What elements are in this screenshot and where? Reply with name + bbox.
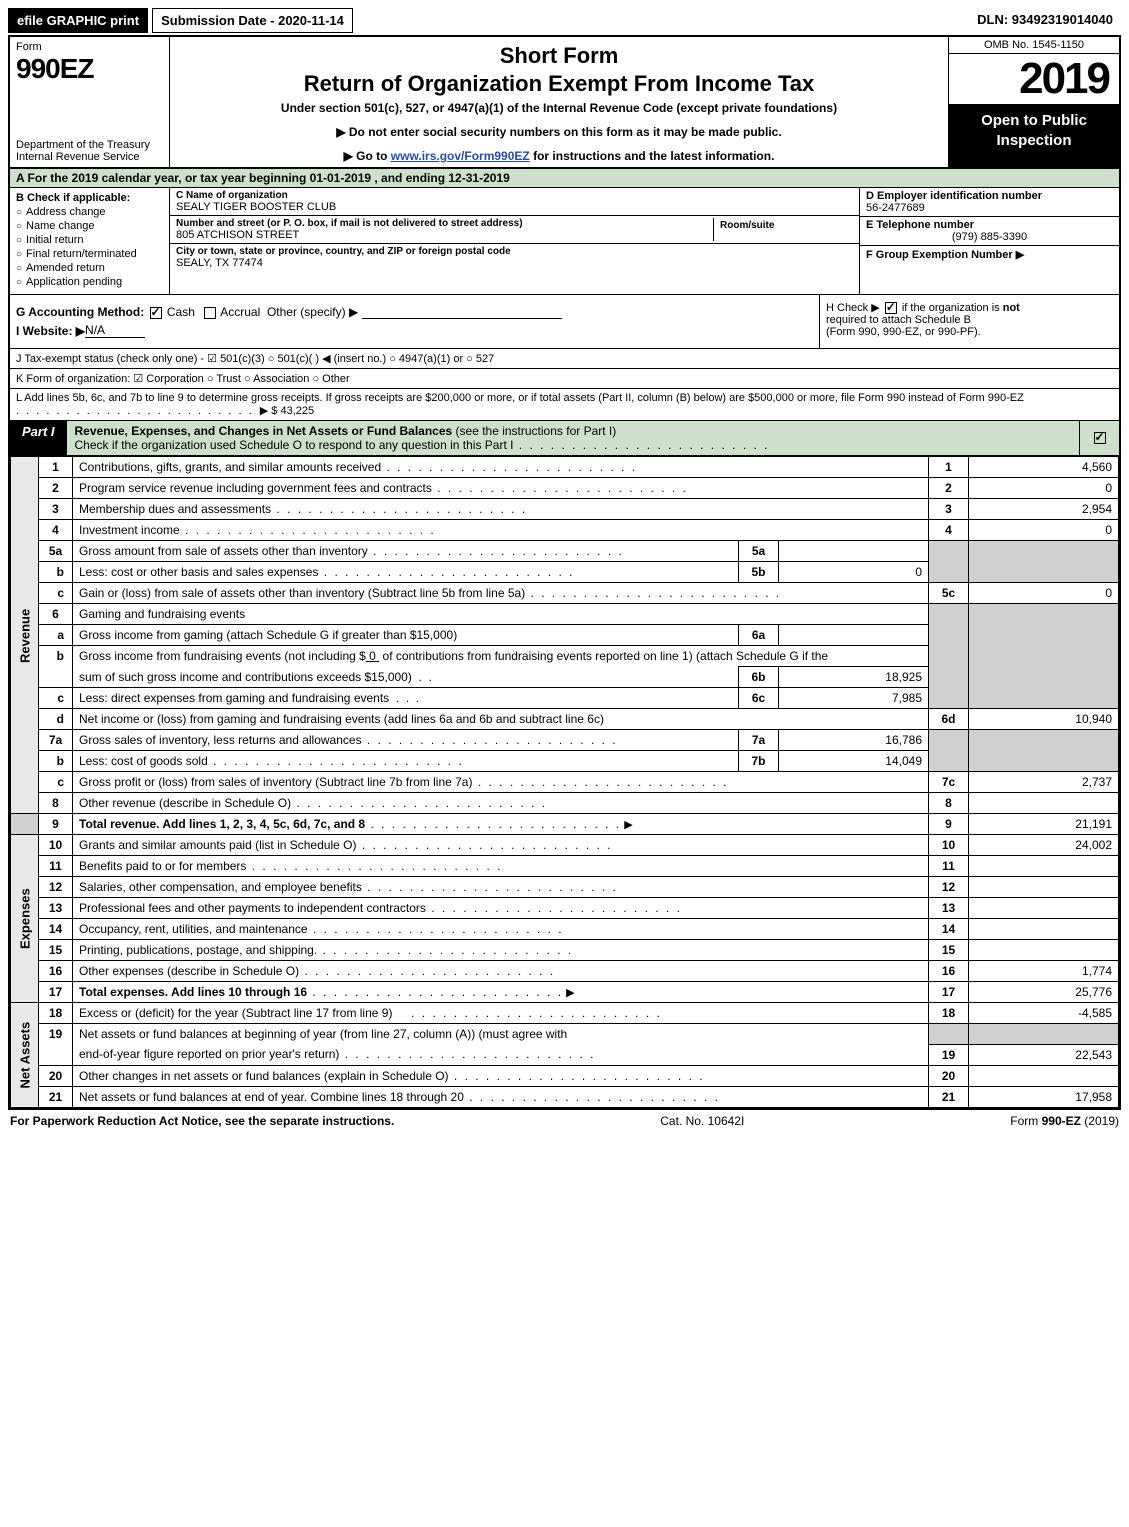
line-5b-value: 0: [779, 562, 929, 583]
org-info-block: B Check if applicable: Address change Na…: [10, 188, 1119, 295]
line-6d-value: 10,940: [969, 709, 1119, 730]
line-2-value: 0: [969, 478, 1119, 499]
form-number: 990EZ: [16, 53, 163, 85]
open-to-public: Open to Public Inspection: [949, 105, 1119, 167]
title-short-form: Short Form: [180, 43, 938, 69]
addr-value: 805 ATCHISON STREET: [176, 229, 713, 241]
line-17-value: 25,776: [969, 982, 1119, 1003]
chk-accrual[interactable]: [204, 307, 216, 319]
chk-amended-return[interactable]: Amended return: [16, 262, 163, 274]
header-subtitle: Under section 501(c), 527, or 4947(a)(1)…: [180, 101, 938, 115]
line-15-value: [969, 940, 1119, 961]
section-k: K Form of organization: ☑ Corporation ○ …: [10, 369, 1119, 389]
chk-schedule-o-used[interactable]: [1094, 432, 1106, 444]
dln-label: DLN: 93492319014040: [969, 8, 1121, 33]
chk-address-change[interactable]: Address change: [16, 206, 163, 218]
chk-schedule-b-not-required[interactable]: [885, 302, 897, 314]
form-word: Form: [16, 41, 163, 53]
part-i-tab: Part I: [10, 421, 67, 455]
chk-cash[interactable]: [150, 307, 162, 319]
line-5a-value: [779, 541, 929, 562]
section-j: J Tax-exempt status (check only one) - ☑…: [10, 349, 1119, 369]
line-1-value: 4,560: [969, 457, 1119, 478]
title-return: Return of Organization Exempt From Incom…: [180, 71, 938, 97]
goto-instructions: ▶ Go to www.irs.gov/Form990EZ for instru…: [180, 149, 938, 163]
net-assets-side-label: Net Assets: [11, 1003, 39, 1108]
line-7c-value: 2,737: [969, 772, 1119, 793]
phone-label: E Telephone number: [866, 219, 1113, 231]
part-i-table: Revenue 1 Contributions, gifts, grants, …: [10, 456, 1119, 1108]
section-h: H Check ▶ if the organization is not req…: [819, 295, 1119, 348]
line-14-value: [969, 919, 1119, 940]
form-frame: Form 990EZ Department of the Treasury In…: [8, 35, 1121, 1110]
form-header: Form 990EZ Department of the Treasury In…: [10, 37, 1119, 169]
sections-g-h-i: G Accounting Method: Cash Accrual Other …: [10, 295, 1119, 349]
header-left: Form 990EZ Department of the Treasury In…: [10, 37, 170, 167]
org-name-label: C Name of organization: [176, 190, 853, 201]
line-8-value: [969, 793, 1119, 814]
line-6a-value: [779, 625, 929, 646]
submission-date-button[interactable]: Submission Date - 2020-11-14: [152, 8, 353, 33]
line-19-value: 22,543: [969, 1044, 1119, 1065]
line-6c-value: 7,985: [779, 688, 929, 709]
tax-year: 2019: [949, 54, 1119, 105]
line-18-value: -4,585: [969, 1003, 1119, 1024]
header-middle: Short Form Return of Organization Exempt…: [170, 37, 949, 167]
line-6b-value: 18,925: [779, 667, 929, 688]
line-11-value: [969, 856, 1119, 877]
paperwork-notice: For Paperwork Reduction Act Notice, see …: [10, 1114, 394, 1128]
line-3-value: 2,954: [969, 499, 1119, 520]
section-c: C Name of organization SEALY TIGER BOOST…: [170, 188, 859, 294]
line-21-value: 17,958: [969, 1086, 1119, 1107]
city-label: City or town, state or province, country…: [176, 246, 853, 257]
section-g: G Accounting Method: Cash Accrual Other …: [16, 305, 813, 319]
sections-d-e-f: D Employer identification number 56-2477…: [859, 188, 1119, 294]
line-16-value: 1,774: [969, 961, 1119, 982]
form-footer-right: Form 990-EZ (2019): [1010, 1114, 1119, 1128]
chk-name-change[interactable]: Name change: [16, 220, 163, 232]
line-12-value: [969, 877, 1119, 898]
ssn-warning: ▶ Do not enter social security numbers o…: [180, 125, 938, 139]
ein-label: D Employer identification number: [866, 190, 1113, 202]
page-footer: For Paperwork Reduction Act Notice, see …: [8, 1110, 1121, 1128]
line-13-value: [969, 898, 1119, 919]
section-i: I Website: ▶N/A: [16, 323, 813, 338]
line-4-value: 0: [969, 520, 1119, 541]
catalog-number: Cat. No. 10642I: [660, 1114, 744, 1128]
line-9-value: 21,191: [969, 814, 1119, 835]
ein-value: 56-2477689: [866, 202, 1113, 214]
irs-link[interactable]: www.irs.gov/Form990EZ: [391, 149, 530, 163]
phone-value: (979) 885-3390: [866, 231, 1113, 243]
tax-year-row: A For the 2019 calendar year, or tax yea…: [10, 169, 1119, 188]
chk-initial-return[interactable]: Initial return: [16, 234, 163, 246]
efile-print-button[interactable]: efile GRAPHIC print: [8, 8, 148, 33]
part-i-header: Part I Revenue, Expenses, and Changes in…: [10, 421, 1119, 456]
dept-label: Department of the Treasury Internal Reve…: [16, 139, 163, 163]
line-7a-value: 16,786: [779, 730, 929, 751]
room-label: Room/suite: [720, 220, 847, 231]
line-20-value: [969, 1065, 1119, 1086]
line-7b-value: 14,049: [779, 751, 929, 772]
section-b: B Check if applicable: Address change Na…: [10, 188, 170, 294]
line-10-value: 24,002: [969, 835, 1119, 856]
group-exemption-label: F Group Exemption Number ▶: [866, 248, 1113, 261]
org-name: SEALY TIGER BOOSTER CLUB: [176, 201, 853, 213]
omb-number: OMB No. 1545-1150: [949, 37, 1119, 54]
chk-final-return[interactable]: Final return/terminated: [16, 248, 163, 260]
section-b-label: B Check if applicable:: [16, 192, 163, 204]
chk-application-pending[interactable]: Application pending: [16, 276, 163, 288]
revenue-side-label: Revenue: [11, 457, 39, 814]
part-i-title: Revenue, Expenses, and Changes in Net As…: [67, 421, 1079, 455]
expenses-side-label: Expenses: [11, 835, 39, 1003]
section-l: L Add lines 5b, 6c, and 7b to line 9 to …: [10, 389, 1119, 421]
top-toolbar: efile GRAPHIC print Submission Date - 20…: [8, 8, 1121, 33]
line-5c-value: 0: [969, 583, 1119, 604]
header-right: OMB No. 1545-1150 2019 Open to Public In…: [949, 37, 1119, 167]
city-value: SEALY, TX 77474: [176, 257, 853, 269]
addr-label: Number and street (or P. O. box, if mail…: [176, 218, 713, 229]
